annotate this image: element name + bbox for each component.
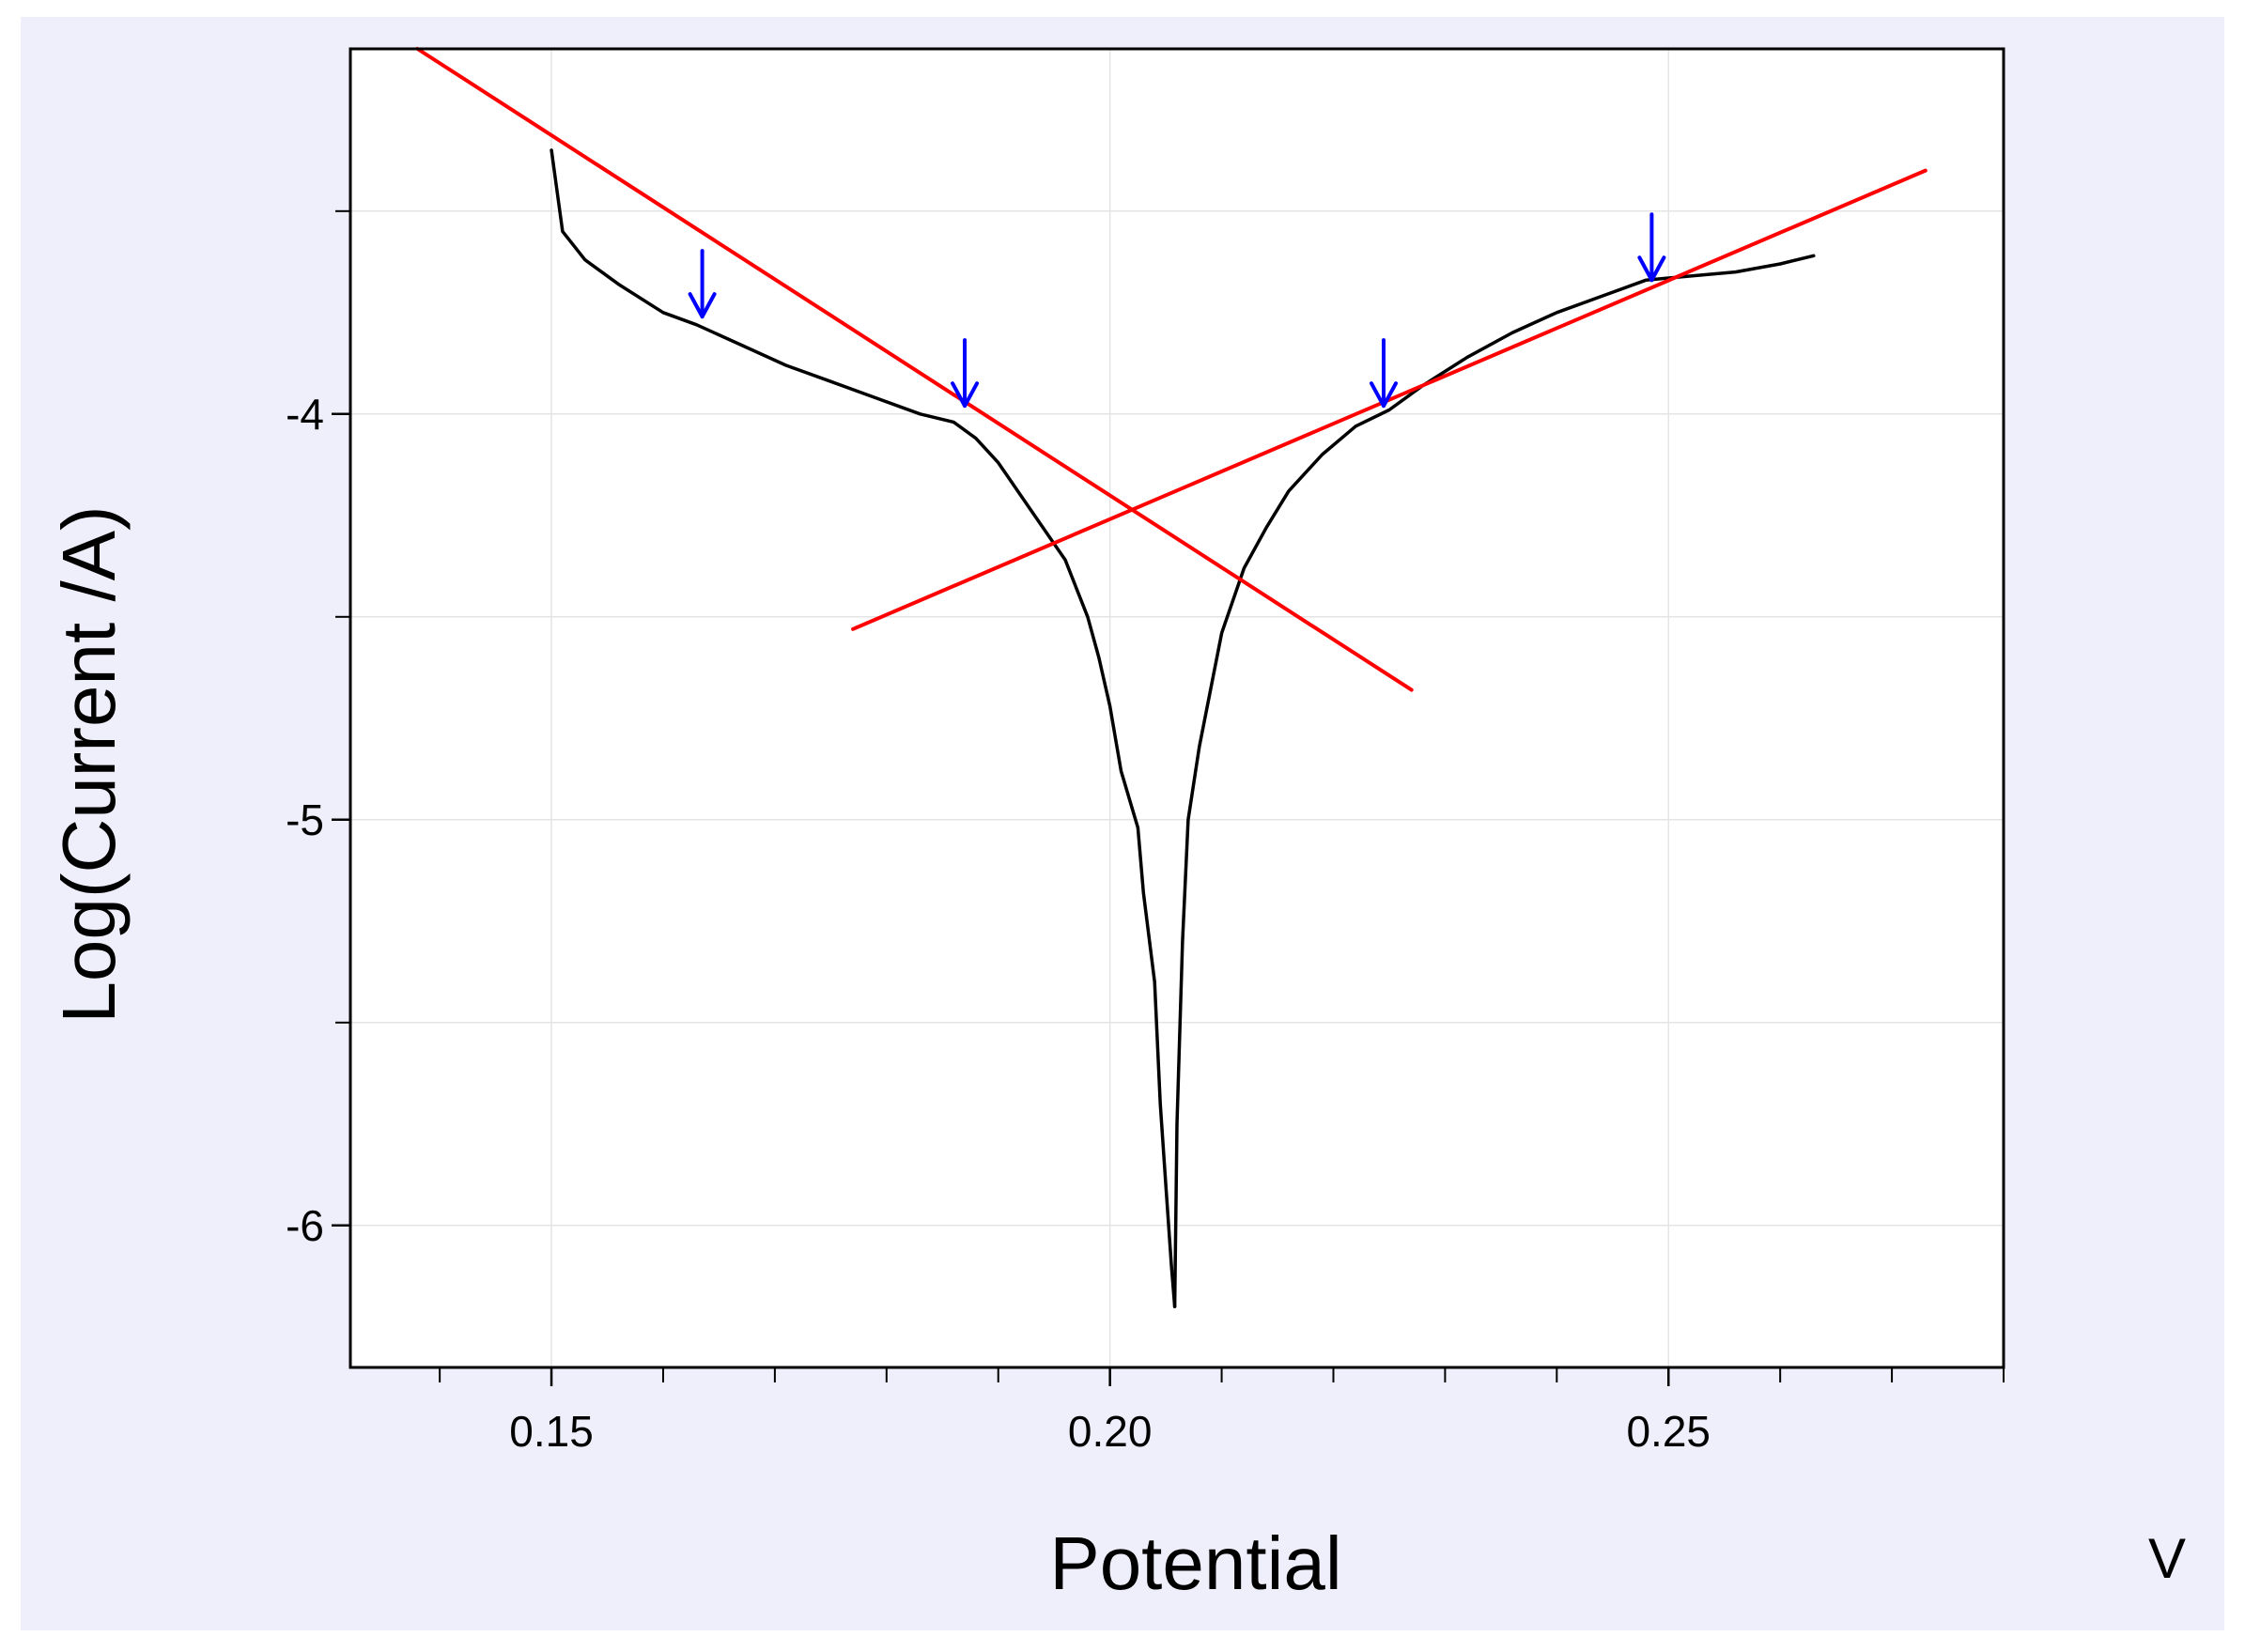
- y-tick-label: -6: [286, 1201, 324, 1250]
- y-tick-label: -5: [286, 795, 324, 844]
- marker-arrow-icon: [1370, 338, 1398, 409]
- x-axis-unit: V: [2148, 1527, 2186, 1590]
- x-axis-title: Potential: [1049, 1521, 1341, 1605]
- y-axis: -6 -5 -4: [286, 209, 350, 1250]
- marker-arrow-icon: [688, 249, 717, 319]
- tafel-fit-anodic-line: [851, 168, 1928, 631]
- x-tick-label: 0.15: [509, 1407, 594, 1456]
- tafel-fit-cathodic-line: [415, 47, 1414, 692]
- x-tick-label: 0.20: [1068, 1407, 1153, 1456]
- y-axis-title: Log(Current /A): [47, 505, 131, 1023]
- series-layer: [415, 47, 1928, 1308]
- marker-arrow-icon: [1637, 212, 1666, 283]
- x-tick-label: 0.25: [1626, 1407, 1711, 1456]
- polarization-curve-anodic-line: [1172, 254, 1816, 1308]
- polarization-curve-cathodic-line: [550, 148, 1177, 1308]
- x-axis: 0.15 0.20 0.25: [439, 1367, 2005, 1456]
- marker-arrow-icon: [951, 338, 980, 409]
- marker-layer: [688, 212, 1666, 409]
- y-tick-label: -4: [286, 390, 324, 439]
- plot-frame: [348, 47, 2005, 1369]
